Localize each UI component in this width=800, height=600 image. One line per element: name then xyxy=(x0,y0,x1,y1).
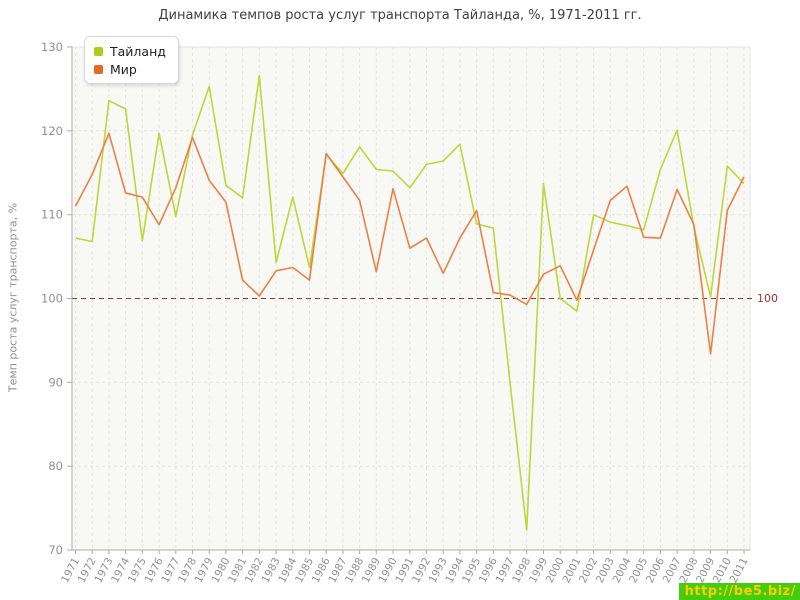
reference-line-label: 100 xyxy=(757,292,778,305)
watermark-link[interactable]: http://be5.biz/ xyxy=(678,583,800,600)
svg-text:100: 100 xyxy=(41,292,63,306)
legend-label-thailand: Тайланд xyxy=(110,43,166,59)
legend-item-thailand: Тайланд xyxy=(94,42,166,60)
svg-text:70: 70 xyxy=(48,543,63,557)
svg-text:80: 80 xyxy=(48,459,63,473)
x-tick-labels: 1971197219731974197519761977197819791980… xyxy=(59,556,751,586)
world-series-swatch-icon xyxy=(94,64,103,74)
svg-text:130: 130 xyxy=(41,40,63,54)
series-line-world xyxy=(74,132,745,355)
axes xyxy=(67,46,750,554)
legend-label-world: Мир xyxy=(110,61,137,77)
series-line-thailand xyxy=(75,74,745,531)
svg-text:90: 90 xyxy=(48,375,63,389)
thailand-series-swatch-icon xyxy=(94,46,103,56)
svg-text:110: 110 xyxy=(41,208,63,222)
legend: Тайланд Мир xyxy=(84,36,179,84)
y-tick-labels: 70 80 90 100 110 120 130 xyxy=(41,40,63,557)
svg-text:120: 120 xyxy=(41,124,63,138)
legend-item-world: Мир xyxy=(94,60,166,78)
chart-title: Динамика темпов роста услуг транспорта Т… xyxy=(158,8,642,23)
